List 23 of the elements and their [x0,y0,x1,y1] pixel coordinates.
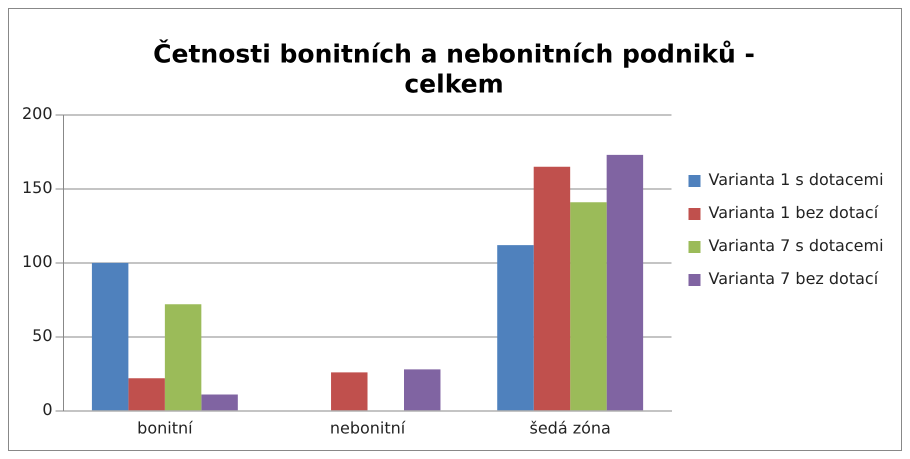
bar [92,262,128,410]
y-tick-label: 0 [42,400,53,419]
y-tick-label: 100 [22,252,53,272]
y-tick-label: 150 [22,178,53,198]
bar [201,394,238,410]
x-tick-label: bonitní [137,418,194,438]
y-tick-label: 200 [22,104,53,124]
legend-label: Varianta 7 s dotacemi [708,236,884,256]
bar [570,202,607,410]
bar [606,154,644,410]
legend-label: Varianta 7 bez dotací [708,269,879,288]
bar [497,245,534,410]
x-tick-label: nebonitní [330,418,406,438]
bar [164,304,202,410]
bar [534,166,570,410]
bar [128,378,165,410]
legend-label: Varianta 1 bez dotací [708,203,879,222]
bar [331,372,368,410]
x-tick-label: šedá zóna [529,418,611,438]
y-tick-label: 50 [32,326,53,346]
chart-title: Četnosti bonitních a nebonitních podniků - celkem [153,38,755,98]
bar [404,369,440,410]
legend-label: Varianta 1 s dotacemi [708,170,884,190]
